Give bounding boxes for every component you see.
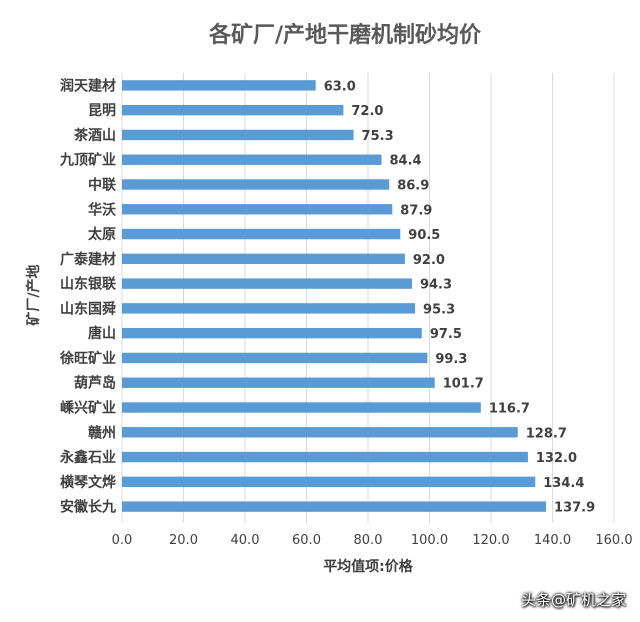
value-labels: 63.0 72.0 75.3 84.4 86.9 87.9 90.5 92.0 94.3 95.3… (324, 79, 595, 515)
category-label: 山东国舜 (60, 300, 116, 317)
bar (122, 179, 390, 190)
bar (122, 204, 393, 215)
bar (122, 253, 405, 265)
category-label: 九顶矿业 (59, 152, 116, 169)
category-label: 嵊兴矿业 (60, 400, 116, 417)
value-label: 75.3 (362, 129, 394, 144)
category-label: 太原 (88, 226, 116, 243)
value-label: 137.9 (554, 501, 595, 516)
bar (122, 352, 428, 364)
bar (122, 501, 547, 512)
bar (122, 327, 422, 339)
bar (122, 228, 401, 240)
value-label: 84.4 (390, 154, 422, 169)
category-label: 横琴文烨 (60, 474, 116, 491)
category-label: 华沃 (88, 201, 116, 218)
gridlines (121, 73, 615, 523)
bar (122, 402, 481, 413)
category-label: 广泰建材 (60, 251, 116, 268)
category-label: 唐山 (88, 325, 116, 342)
bar (122, 104, 344, 116)
category-label: 徐旺矿业 (59, 350, 116, 367)
x-tick-label: 140.0 (534, 533, 571, 548)
bar (122, 377, 435, 388)
bar (122, 80, 316, 91)
category-label: 中联 (88, 177, 117, 194)
value-label: 87.9 (400, 203, 432, 218)
value-label: 99.3 (435, 352, 467, 367)
bar (122, 278, 412, 289)
value-label: 72.0 (351, 104, 383, 119)
x-tick-label: 60.0 (292, 533, 321, 548)
bar (122, 451, 528, 463)
category-label: 山东银联 (60, 276, 117, 293)
value-label: 86.9 (397, 179, 429, 194)
value-label: 128.7 (526, 426, 567, 441)
value-label: 63.0 (324, 79, 356, 94)
x-tick-labels: 0.0 20.0 40.0 60.0 80.0 100.0 120.0 140.0 160.0 (112, 533, 633, 548)
value-label: 95.3 (423, 302, 455, 317)
category-label: 永鑫石业 (59, 449, 116, 466)
value-label: 92.0 (413, 253, 445, 268)
x-tick-label: 40.0 (231, 533, 260, 548)
x-tick-label: 20.0 (169, 533, 198, 548)
bar (122, 129, 354, 141)
bar (122, 303, 416, 314)
x-axis-label: 平均值项:价格 (323, 558, 414, 575)
value-label: 132.0 (536, 451, 577, 466)
value-label: 101.7 (443, 377, 484, 392)
value-label: 90.5 (408, 228, 440, 243)
x-tick-label: 80.0 (354, 533, 383, 548)
x-tick-label: 100.0 (411, 533, 448, 548)
bars (122, 80, 547, 512)
bar (122, 427, 518, 438)
x-tick-label: 160.0 (595, 533, 632, 548)
value-label: 134.4 (543, 476, 584, 491)
category-label: 茶酒山 (73, 127, 116, 144)
category-label: 安徽长九 (60, 499, 116, 516)
x-tick-label: 0.0 (112, 533, 133, 548)
y-axis-label: 矿厂/产地 (25, 264, 42, 325)
category-labels: 润天建材昆明茶酒山九顶矿业中联华沃太原广泰建材山东银联山东国舜唐山徐旺矿业葫芦岛… (59, 77, 117, 515)
chart-title: 各矿厂/产地干磨机制砂均价 (208, 22, 482, 48)
watermark: 头条@矿机之家 (520, 591, 626, 609)
bar (122, 476, 536, 488)
x-tick-label: 120.0 (472, 533, 509, 548)
category-label: 润天建材 (60, 77, 116, 94)
value-label: 116.7 (489, 402, 530, 417)
category-label: 葫芦岛 (74, 375, 116, 392)
bar (122, 154, 382, 165)
value-label: 94.3 (420, 278, 452, 293)
category-label: 赣州 (88, 424, 116, 441)
value-label: 97.5 (430, 327, 462, 342)
category-label: 昆明 (88, 103, 116, 119)
